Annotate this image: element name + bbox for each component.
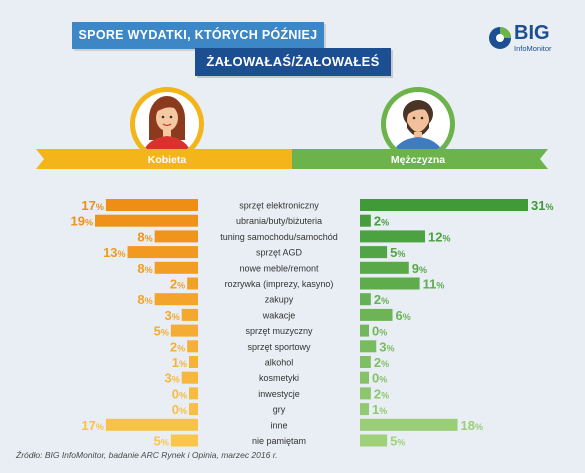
label-male-0: 31% (531, 198, 553, 213)
label-female-2: 8% (137, 229, 152, 244)
category-label-11: kosmetyki (259, 373, 299, 383)
bar-female-11 (181, 371, 198, 384)
bar-male-8 (360, 324, 369, 337)
label-female-6: 8% (137, 292, 152, 307)
bar-male-2 (360, 230, 426, 243)
label-male-9: 3% (379, 339, 394, 354)
category-label-8: sprzęt muzyczny (245, 326, 313, 336)
bar-female-3 (127, 246, 198, 259)
label-female-7: 3% (164, 308, 179, 323)
bar-male-4 (360, 261, 409, 274)
bar-female-7 (181, 308, 198, 321)
category-label-14: inne (270, 420, 287, 430)
label-male-12: 2% (374, 386, 389, 401)
label-male-2: 12% (428, 229, 450, 244)
label-male-13: 1% (372, 402, 387, 417)
bar-female-14 (105, 418, 198, 431)
bar-male-12 (360, 387, 371, 400)
male-ribbon (292, 149, 548, 169)
label-male-3: 5% (390, 245, 405, 260)
label-female-4: 8% (137, 261, 152, 276)
bar-male-1 (360, 214, 371, 227)
bar-male-10 (360, 356, 371, 368)
label-female-0: 17% (81, 198, 103, 213)
category-label-5: rozrywka (imprezy, kasyno) (225, 279, 334, 289)
legend-male: Mężczyzna (391, 154, 445, 166)
female-ribbon (36, 149, 292, 169)
bar-female-1 (95, 214, 198, 227)
label-male-4: 9% (412, 261, 427, 276)
category-label-6: zakupy (265, 295, 294, 305)
bar-female-13 (189, 403, 198, 416)
label-female-15: 5% (154, 434, 169, 449)
label-male-6: 2% (374, 292, 389, 307)
label-male-1: 2% (374, 214, 389, 229)
category-label-9: sprzęt sportowy (247, 342, 311, 352)
label-male-11: 0% (372, 371, 387, 386)
label-male-15: 5% (390, 434, 405, 449)
category-label-2: tuning samochodu/samochód (220, 232, 338, 242)
category-label-1: ubrania/buty/biżuteria (236, 216, 322, 226)
label-male-14: 18% (461, 418, 483, 433)
category-label-10: alkohol (265, 358, 294, 368)
bar-female-8 (170, 324, 198, 337)
bar-male-5 (360, 277, 420, 290)
label-male-10: 2% (374, 355, 389, 370)
label-male-5: 11% (423, 277, 445, 292)
label-female-13: 0% (172, 402, 187, 417)
label-female-3: 13% (103, 245, 125, 260)
category-label-4: nowe meble/remont (239, 263, 319, 273)
category-label-13: gry (273, 405, 286, 415)
bar-female-6 (154, 293, 198, 306)
bar-female-12 (189, 387, 198, 400)
big-infomonitor-logo: BIG InfoMonitor (488, 22, 578, 58)
source-note: Źródło: BIG InfoMonitor, badanie ARC Ryn… (16, 450, 278, 460)
logo-mark-icon (489, 27, 511, 49)
label-female-12: 0% (172, 386, 187, 401)
label-male-8: 0% (372, 324, 387, 339)
label-female-10: 1% (172, 355, 187, 370)
category-label-7: wakacje (262, 310, 296, 320)
bar-female-15 (170, 434, 198, 447)
category-label-3: sprzęt AGD (256, 248, 303, 258)
label-female-14: 17% (81, 418, 103, 433)
title-line-1: SPORE WYDATKI, KTÓRYCH PÓŹNIEJ (72, 22, 324, 49)
bar-female-9 (187, 340, 198, 353)
bar-male-15 (360, 434, 388, 447)
bar-male-14 (360, 418, 458, 431)
bar-male-11 (360, 371, 369, 384)
bar-female-5 (187, 277, 198, 290)
bar-male-9 (360, 340, 377, 353)
category-label-12: inwestycje (258, 389, 300, 399)
label-female-11: 3% (164, 371, 179, 386)
label-female-5: 2% (170, 277, 185, 292)
logo-brand: BIG (514, 22, 550, 44)
bar-female-4 (154, 261, 198, 274)
label-female-1: 19% (71, 214, 93, 229)
label-female-9: 2% (170, 339, 185, 354)
logo-subtitle: InfoMonitor (514, 44, 552, 53)
bar-male-0 (360, 199, 528, 211)
category-label-15: nie pamiętam (252, 436, 306, 446)
label-female-8: 5% (154, 324, 169, 339)
bar-male-6 (360, 293, 371, 306)
bar-male-3 (360, 246, 388, 259)
title-line-2: ŻAŁOWAŁAŚ/ŻAŁOWAŁEŚ (195, 48, 391, 76)
bar-male-13 (360, 403, 369, 416)
bar-female-2 (154, 230, 198, 243)
bar-female-0 (105, 199, 198, 211)
legend-female: Kobieta (148, 154, 187, 166)
label-male-7: 6% (396, 308, 411, 323)
category-label-0: sprzęt elektroniczny (239, 201, 319, 211)
bar-male-7 (360, 308, 393, 321)
bar-female-10 (189, 356, 198, 368)
